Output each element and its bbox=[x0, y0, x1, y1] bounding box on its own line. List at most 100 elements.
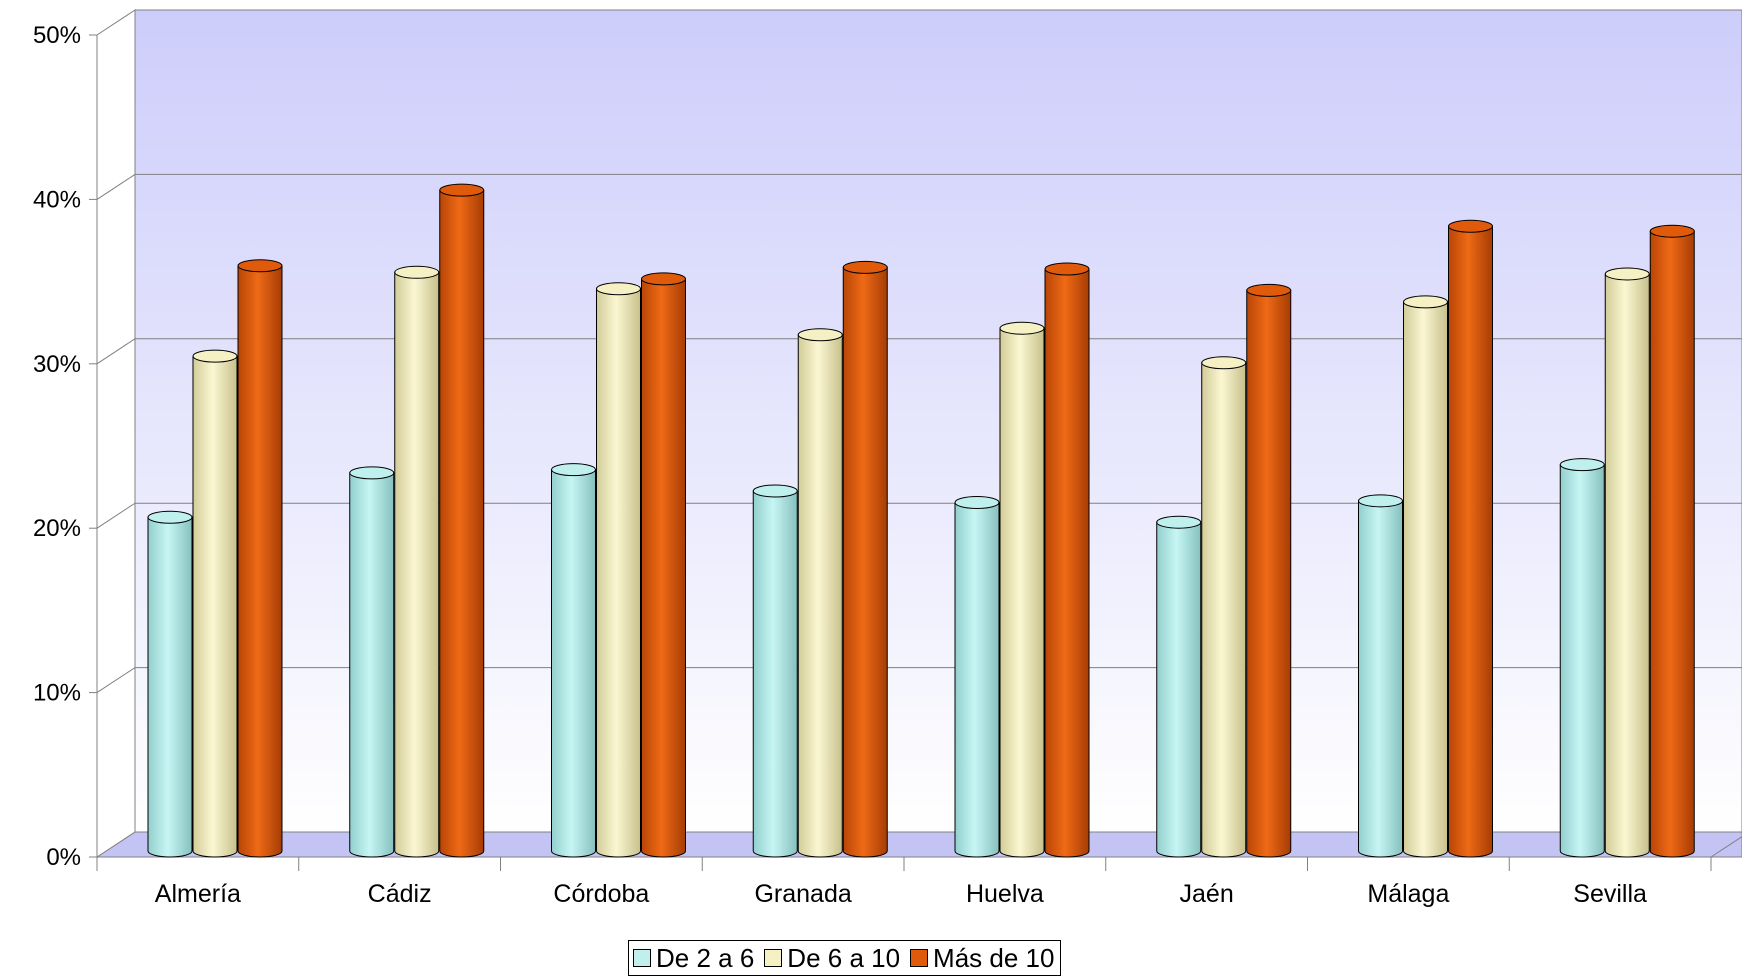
legend-label-series-2: Más de 10 bbox=[933, 942, 1055, 973]
bar-top bbox=[1156, 515, 1202, 529]
bar bbox=[1201, 356, 1247, 858]
bar bbox=[349, 466, 395, 858]
bar-body bbox=[999, 327, 1045, 858]
bar-body bbox=[1156, 521, 1202, 858]
bar bbox=[1403, 295, 1448, 858]
bar bbox=[394, 265, 440, 858]
bar bbox=[1044, 262, 1090, 858]
bar-body bbox=[842, 266, 888, 858]
x-tick-label: Almería bbox=[155, 880, 241, 908]
bar bbox=[192, 349, 238, 858]
bar-top bbox=[797, 328, 843, 342]
bar-top bbox=[1358, 494, 1403, 508]
bar-top bbox=[1559, 458, 1605, 472]
bar bbox=[1156, 515, 1202, 858]
bar-body bbox=[1448, 225, 1493, 858]
bar bbox=[842, 260, 888, 858]
y-tick-label: 50% bbox=[33, 22, 81, 49]
y-tick-label: 0% bbox=[46, 844, 81, 871]
bar-top bbox=[596, 282, 641, 296]
bar bbox=[439, 183, 485, 858]
bar bbox=[1604, 267, 1650, 858]
bar-top bbox=[641, 272, 686, 286]
bar-body bbox=[192, 355, 238, 858]
bar-body bbox=[1201, 362, 1247, 858]
legend-swatch-series-1 bbox=[764, 949, 783, 967]
bar-top bbox=[752, 484, 798, 498]
bar-top bbox=[147, 510, 193, 524]
bar-body bbox=[596, 288, 641, 858]
x-tick-label: Sevilla bbox=[1573, 880, 1647, 908]
bar bbox=[1448, 219, 1493, 858]
x-tick-label: Jaén bbox=[1180, 880, 1234, 908]
bar-top bbox=[999, 321, 1045, 335]
bars bbox=[147, 183, 1695, 858]
x-tick-label: Cádiz bbox=[368, 880, 432, 908]
bar-body bbox=[439, 189, 485, 858]
bar-body bbox=[1649, 230, 1695, 858]
legend-label-series-0: De 2 a 6 bbox=[656, 942, 755, 973]
bar-top bbox=[1246, 283, 1292, 297]
bar bbox=[237, 259, 283, 858]
bar bbox=[797, 328, 843, 858]
bar-top bbox=[1649, 224, 1695, 238]
chart-side-wall bbox=[96, 9, 136, 858]
gridline bbox=[96, 173, 1742, 200]
bar-body bbox=[1403, 301, 1448, 858]
bar-top bbox=[1448, 219, 1493, 233]
bar-top bbox=[439, 183, 485, 197]
y-tick-label: 30% bbox=[33, 351, 81, 378]
bar-body bbox=[797, 334, 843, 858]
bar-body bbox=[1604, 273, 1650, 858]
bar bbox=[551, 463, 596, 858]
y-tick-label: 20% bbox=[33, 515, 81, 542]
x-axis-depth-edge bbox=[1710, 836, 1742, 858]
bar bbox=[1559, 458, 1605, 858]
bar bbox=[954, 495, 1000, 858]
y-tick-label: 40% bbox=[33, 186, 81, 213]
bar bbox=[596, 282, 641, 858]
bar-body bbox=[394, 271, 440, 858]
legend-label-series-1: De 6 a 10 bbox=[787, 942, 901, 973]
bar-top bbox=[349, 466, 395, 480]
x-tick-label: Granada bbox=[754, 880, 851, 908]
legend-swatch-series-2 bbox=[910, 949, 929, 967]
bar-body bbox=[349, 472, 395, 858]
bar-top bbox=[551, 463, 596, 477]
bar-body bbox=[752, 490, 798, 858]
x-tick-label: Córdoba bbox=[553, 880, 649, 908]
bar bbox=[1649, 224, 1695, 858]
bar bbox=[999, 321, 1045, 858]
bar-top bbox=[237, 259, 283, 273]
x-tick-label: Málaga bbox=[1367, 880, 1449, 908]
bar-top bbox=[1044, 262, 1090, 276]
bar-body bbox=[641, 278, 686, 858]
legend-item-series-0: De 2 a 6 bbox=[633, 943, 754, 974]
gridline bbox=[96, 338, 1742, 365]
bar bbox=[641, 272, 686, 858]
bar bbox=[1358, 494, 1403, 858]
bar-top bbox=[1403, 295, 1448, 309]
legend: De 2 a 6 De 6 a 10 Más de 10 bbox=[628, 940, 1062, 976]
bar-top bbox=[954, 495, 1000, 509]
y-tick-label: 10% bbox=[33, 680, 81, 707]
bar-body bbox=[1358, 500, 1403, 858]
chart-floor bbox=[95, 831, 1742, 858]
bar-body bbox=[551, 469, 596, 858]
bar-body bbox=[1246, 289, 1292, 858]
bar-top bbox=[842, 260, 888, 274]
y-axis: 0% 10% 20% 30% 40% 50% bbox=[33, 22, 98, 871]
bar-top bbox=[192, 349, 238, 363]
bar bbox=[1246, 283, 1292, 858]
bar-body bbox=[147, 516, 193, 858]
bar-top bbox=[394, 265, 440, 279]
bar-body bbox=[1559, 464, 1605, 858]
legend-item-series-1: De 6 a 10 bbox=[764, 943, 900, 974]
bar bbox=[147, 510, 193, 858]
x-tick-label: Huelva bbox=[966, 880, 1044, 908]
bar-top bbox=[1604, 267, 1650, 281]
legend-item-series-2: Más de 10 bbox=[910, 943, 1054, 974]
bar-top bbox=[1201, 356, 1247, 370]
bar-body bbox=[237, 265, 283, 858]
